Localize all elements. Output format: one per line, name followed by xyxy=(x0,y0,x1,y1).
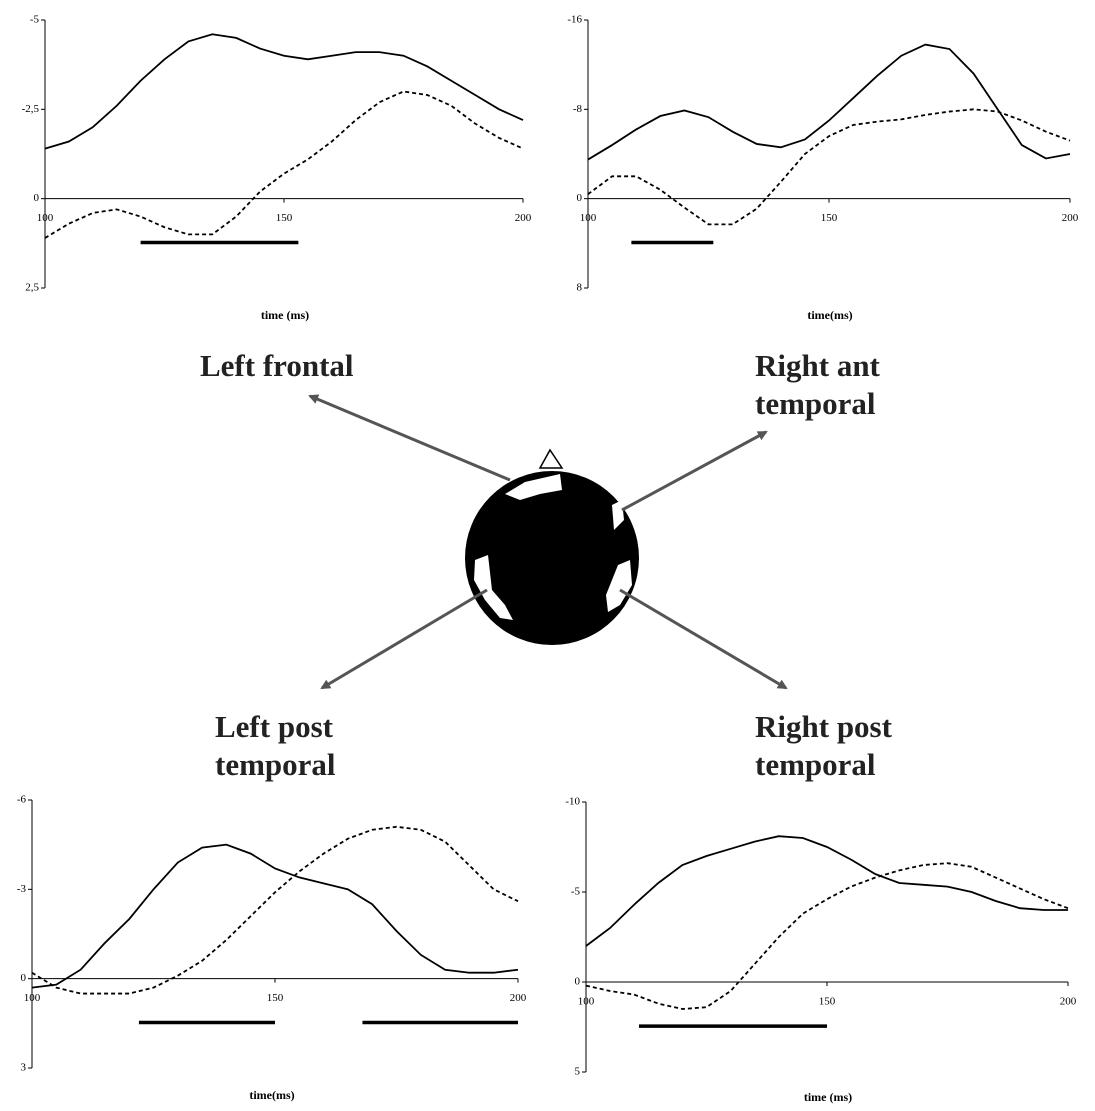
y-tick-label: 2,5 xyxy=(25,282,39,294)
x-tick-label: 200 xyxy=(1062,212,1079,224)
y-tick-label: 0 xyxy=(21,972,27,984)
y-tick-label: -8 xyxy=(573,103,583,115)
y-tick-label: 3 xyxy=(21,1062,27,1074)
x-axis-title: time(ms) xyxy=(249,1088,294,1102)
region-label: Left frontal xyxy=(200,347,400,385)
nose xyxy=(540,450,562,468)
x-tick-label: 200 xyxy=(510,992,527,1004)
x-tick-label: 100 xyxy=(580,212,597,224)
y-tick-label: 8 xyxy=(577,282,583,294)
arrow xyxy=(322,590,487,688)
x-tick-label: 200 xyxy=(1060,996,1077,1008)
y-tick-label: 0 xyxy=(575,976,581,988)
x-tick-label: 100 xyxy=(24,992,41,1004)
x-tick-label: 150 xyxy=(276,212,293,224)
y-tick-label: -3 xyxy=(17,883,27,895)
series-line xyxy=(588,45,1070,160)
series-line xyxy=(588,109,1070,224)
x-tick-label: 150 xyxy=(819,996,836,1008)
y-tick-label: 5 xyxy=(575,1066,581,1078)
series-line xyxy=(32,827,518,994)
region-label: Left post temporal xyxy=(215,708,375,784)
y-tick-label: -5 xyxy=(30,14,40,26)
y-tick-label: -2,5 xyxy=(22,103,40,115)
figure: -5 -2,5 0 2,5 100 150 200 time (ms) -16 -8 0 8 100 15… xyxy=(0,0,1095,1111)
series-line xyxy=(32,845,518,988)
y-tick-label: 0 xyxy=(34,192,40,204)
arrow xyxy=(622,432,766,510)
x-tick-label: 200 xyxy=(515,212,532,224)
arrow xyxy=(310,396,510,480)
x-axis-title: time (ms) xyxy=(261,308,309,322)
series-line xyxy=(586,863,1068,1009)
region-label: Right post temporal xyxy=(755,708,925,784)
x-tick-label: 150 xyxy=(821,212,838,224)
region-label: Right ant temporal xyxy=(755,347,915,423)
head-diagram xyxy=(465,450,639,645)
x-tick-label: 100 xyxy=(37,212,54,224)
x-tick-label: 100 xyxy=(578,996,595,1008)
series-line xyxy=(45,34,523,148)
x-axis-title: time(ms) xyxy=(807,308,852,322)
y-tick-label: -6 xyxy=(17,794,27,806)
x-axis-title: time (ms) xyxy=(804,1090,852,1104)
y-tick-label: -10 xyxy=(565,796,580,808)
chart-canvas: -5 -2,5 0 2,5 100 150 200 time (ms) -16 -8 0 8 100 15… xyxy=(0,0,1095,1111)
x-tick-label: 150 xyxy=(267,992,284,1004)
y-tick-label: -5 xyxy=(571,886,581,898)
series-line xyxy=(586,836,1068,946)
y-tick-label: -16 xyxy=(567,14,582,26)
head xyxy=(465,471,639,645)
arrow xyxy=(620,590,786,688)
y-tick-label: 0 xyxy=(577,192,583,204)
